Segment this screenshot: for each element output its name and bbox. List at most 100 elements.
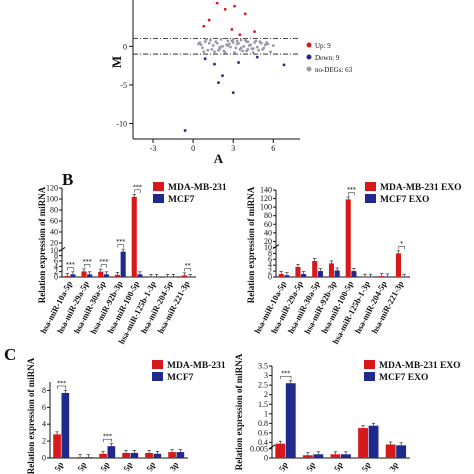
ma-point [231,91,235,95]
bar-b [396,445,407,458]
significance-label: *** [133,184,142,191]
significance-label: *** [347,186,356,193]
panel-letter-b: B [62,170,73,189]
ma-point [253,41,256,44]
bar-y-axis-label: Relation expression of miRNA [234,353,244,470]
panel-letter-c: C [4,345,16,364]
axis-break-mark [272,244,280,249]
bar-b [187,276,193,278]
ma-point [246,48,250,51]
bar-y-axis-label: Relation expression of miRNA [246,186,256,303]
ma-point [226,39,230,43]
bar-b [176,452,185,458]
bar-y-tick-label: 120 [46,184,58,193]
bar-y-tick-label: 140 [260,186,272,195]
bar-y-axis-label: Relation expression of miRNA [37,186,47,303]
bar-b [87,274,93,277]
bar-y-tick-label: 6 [54,256,58,265]
legend-label: MCF7 EXO [379,373,428,383]
bar-y-tick-label: 8 [54,251,58,260]
ma-point [239,46,243,50]
bar-y-tick-label: 10 [50,246,58,255]
ma-point [239,38,243,42]
bar-a [114,274,121,277]
legend-swatch [365,182,376,191]
bar-b [170,276,176,278]
ma-point [211,44,215,47]
significance-bracket [184,268,191,272]
bar-b [317,271,323,277]
significance-bracket [117,244,124,248]
bar-y-axis-label: Relation expression of miRNA [26,357,36,474]
bar-b [137,274,143,277]
bar-b [284,275,290,277]
ma-point [217,48,220,52]
ma-point [258,40,262,44]
bar-a [145,452,153,458]
ma-point [257,48,260,52]
bar-b [153,453,162,458]
ma-point [213,50,216,54]
bar-a [395,253,402,277]
axis-break-mark [268,444,276,450]
ma-point [202,50,206,54]
bar-a [53,434,61,458]
bar-a [295,266,301,277]
significance-bracket [280,375,292,380]
ma-point [214,40,218,44]
significance-bracket [348,192,355,196]
bar-b [341,454,351,458]
category-label: 5p [277,460,290,473]
ma-x-tick-label: 3 [231,144,235,153]
ma-point [234,46,238,50]
bar-a [131,196,137,277]
ma-legend-label: Down: 9 [315,54,340,62]
bar-y-tick-label: 4 [54,262,58,271]
ma-point [241,49,244,53]
ma-point [235,39,239,43]
significance-bracket [103,438,112,443]
bar-a [148,276,154,278]
bar-chart-b-left: 024681020406080100120***hsa-miR-10a-5p**… [37,182,227,346]
bar-a [379,276,385,277]
ma-point [269,50,273,54]
legend-label: MDA-MB-231 [167,361,226,371]
ma-point [245,40,248,44]
ma-point [183,129,187,132]
bar-b [351,271,357,277]
ma-x-tick-label: 0 [191,144,195,153]
bar-b [313,454,324,458]
bar-a [362,276,368,278]
ma-y-tick-label: -5 [120,81,127,90]
bar-y-tick-label: 20 [264,237,272,246]
legend-label: MDA-MB-231 [168,183,227,193]
ma-point [250,47,254,51]
legend-swatch [364,372,375,381]
ma-point [231,37,235,41]
bar-b [84,457,93,458]
ma-legend-label: Up: 9 [315,42,331,50]
ma-point [261,48,264,51]
bar-a [330,454,341,458]
ma-point [209,38,212,42]
significance-bracket [67,267,74,271]
legend-swatch [153,194,164,203]
ma-point [203,40,207,44]
bar-b [107,446,116,458]
legend-swatch [152,360,163,369]
bar-y-tick-label: 2 [42,437,46,446]
bar-y-tick-label: 6 [268,255,272,264]
ma-point [199,43,203,47]
bar-b [401,276,407,278]
bar-a [64,275,70,277]
bar-chart-c-left: 0 2 4 6 8 *** 5p 5p *** 5p 5p 5p 3p Relation expressi… [26,357,226,474]
ma-point [230,27,234,31]
ma-point [271,44,275,47]
ma-point [202,24,206,28]
bar-a [99,453,107,458]
ma-point [247,44,251,47]
bar-y-tick-label: 3 [264,371,268,380]
bar-y-tick-label: 0 [268,273,272,282]
bar-y-tick-label: 4 [42,420,46,429]
